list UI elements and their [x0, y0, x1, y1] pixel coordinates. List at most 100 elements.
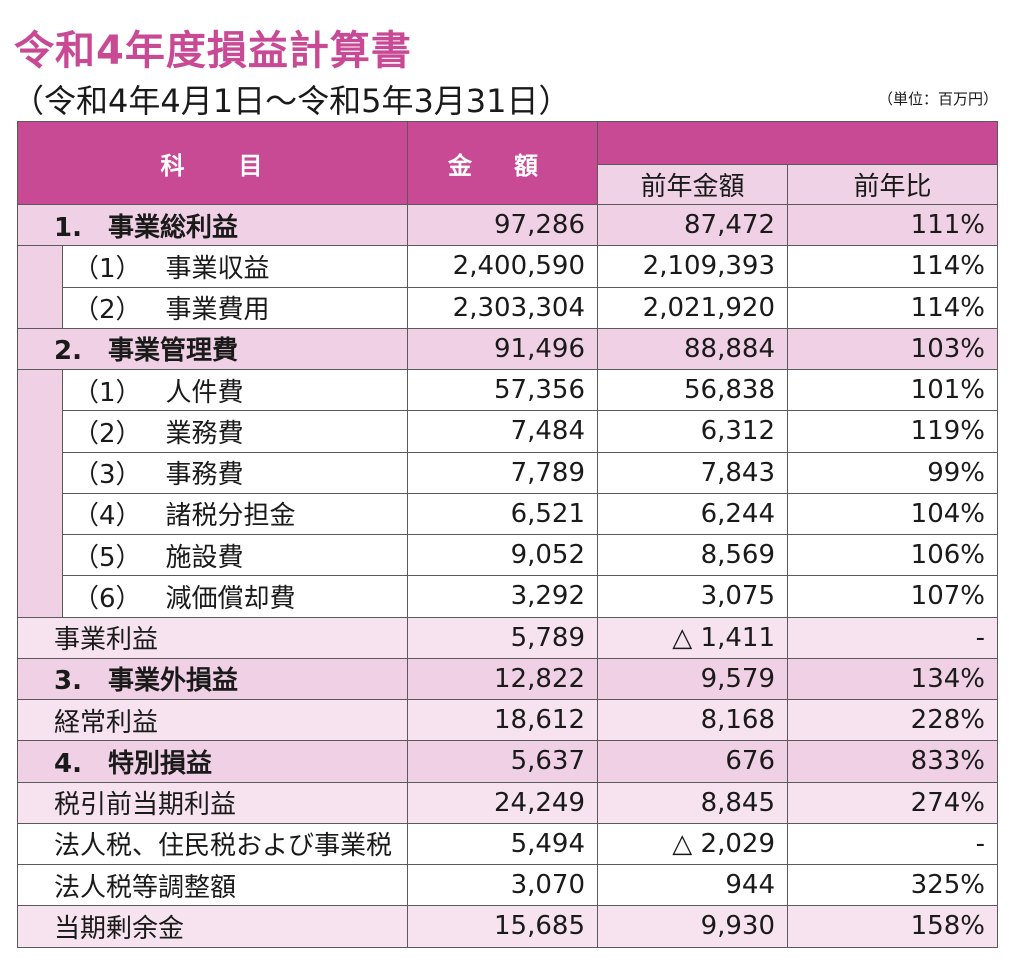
prev-ratio-cell: 158%: [787, 905, 998, 948]
amount-cell: 2,303,304: [407, 286, 598, 329]
row-label: 経常利益: [17, 698, 408, 742]
row-label: （4） 諸税分担金: [62, 492, 408, 536]
table-row: （1） 人件費 57,356 56,838 101%: [17, 368, 998, 617]
amount-cell: 57,356: [407, 368, 598, 412]
prev-amount-cell: 2,021,920: [597, 286, 788, 329]
row-label: 2. 事業管理費: [17, 327, 408, 371]
table-row: 経常利益 18,612 8,168 228%: [17, 698, 998, 742]
amount-cell: 5,789: [407, 616, 598, 659]
unit-note: （単位：百万円）: [877, 90, 998, 108]
row-label: 法人税等調整額: [17, 863, 408, 907]
prev-ratio-cell: 325%: [787, 863, 998, 907]
table-row: 税引前当期利益 24,249 8,845 274%: [17, 781, 998, 824]
prev-amount-cell: △ 1,411: [597, 616, 788, 659]
row-label: 1. 事業総利益: [17, 203, 408, 247]
prev-amount-cell: 8,168: [597, 698, 788, 742]
header-amount: 金額: [407, 121, 598, 205]
table-row: 2. 事業管理費 91,496 88,884 103%: [17, 327, 998, 371]
prev-amount-cell: 8,845: [597, 781, 788, 824]
prev-ratio-cell: -: [787, 616, 998, 659]
table-row: 3. 事業外損益 12,822 9,579 134%: [17, 657, 998, 701]
prev-amount-cell: 3,075: [597, 575, 788, 618]
header-blank: [597, 121, 998, 165]
table-row: （6） 減価償却費 3,292 3,075 107%: [18, 575, 998, 618]
prev-ratio-cell: 99%: [787, 451, 998, 494]
table-row: 1. 事業総利益 97,286 87,472 111%: [17, 203, 998, 247]
prev-amount-cell: 944: [597, 863, 788, 907]
prev-ratio-cell: 107%: [787, 575, 998, 618]
row-label: 事業利益: [17, 616, 408, 659]
amount-cell: 3,070: [407, 863, 598, 907]
amount-cell: 9,052: [407, 533, 598, 577]
amount-cell: 2,400,590: [407, 245, 598, 288]
header-prev-amount: 前年金額: [597, 164, 788, 205]
amount-cell: 3,292: [407, 575, 598, 618]
prev-amount-cell: 56,838: [597, 368, 788, 412]
header-amount-char-1: 金: [448, 151, 474, 180]
amount-cell: 7,484: [407, 410, 598, 453]
prev-ratio-cell: -: [787, 822, 998, 866]
table-row: 法人税、住民税および事業税 5,494 △ 2,029 -: [17, 822, 998, 866]
prev-ratio-cell: 114%: [787, 245, 998, 288]
table-row: （2） 業務費 7,484 6,312 119%: [18, 410, 998, 453]
row-label: （2） 業務費: [62, 410, 408, 453]
subheader-row: 前年金額 前年比: [18, 164, 998, 205]
amount-cell: 5,494: [407, 822, 598, 866]
prev-ratio-cell: 274%: [787, 781, 998, 824]
row-label: 税引前当期利益: [17, 781, 408, 824]
prev-ratio-cell: 106%: [787, 533, 998, 577]
table-row: （2） 事業費用 2,303,304 2,021,920 114%: [18, 286, 998, 329]
row-label: 法人税、住民税および事業税: [17, 822, 408, 866]
table-row: 法人税等調整額 3,070 944 325%: [17, 863, 998, 907]
row-label: （3） 事務費: [62, 451, 408, 494]
table-row: （1） 事業収益 2,400,590 2,109,393 114%: [17, 245, 998, 329]
table-row: 4. 特別損益 5,637 676 833%: [17, 740, 998, 783]
prev-ratio-cell: 103%: [787, 327, 998, 371]
table-row: （5） 施設費 9,052 8,569 106%: [18, 533, 998, 577]
amount-cell: 5,637: [407, 740, 598, 783]
row-label: （6） 減価償却費: [62, 575, 408, 618]
amount-cell: 15,685: [407, 905, 598, 948]
prev-amount-cell: 6,244: [597, 492, 788, 536]
prev-amount-cell: 87,472: [597, 203, 788, 247]
amount-cell: 7,789: [407, 451, 598, 494]
row-label: 4. 特別損益: [17, 740, 408, 783]
table-row: 事業利益 5,789 △ 1,411 -: [17, 616, 998, 659]
prev-ratio-cell: 833%: [787, 740, 998, 783]
prev-amount-cell: 9,930: [597, 905, 788, 948]
row-label: 3. 事業外損益: [17, 657, 408, 701]
header-row: 科 目 金額: [17, 121, 998, 205]
page-title: 令和4年度損益計算書: [14, 28, 412, 74]
indent-cell: [17, 369, 63, 617]
amount-cell: 24,249: [407, 781, 598, 824]
prev-amount-cell: 9,579: [597, 657, 788, 701]
prev-ratio-cell: 134%: [787, 657, 998, 701]
header-prev-ratio: 前年比: [787, 164, 998, 205]
prev-amount-cell: 88,884: [597, 327, 788, 371]
prev-ratio-cell: 111%: [787, 203, 998, 247]
prev-ratio-cell: 228%: [787, 698, 998, 742]
prev-amount-cell: 8,569: [597, 533, 788, 577]
income-statement-table: 科 目 金額 前年金額 前年比 1. 事業総利益 97,286 87,472 11…: [17, 121, 998, 948]
prev-amount-cell: 6,312: [597, 410, 788, 453]
prev-amount-cell: △ 2,029: [597, 822, 788, 866]
prev-ratio-cell: 119%: [787, 410, 998, 453]
row-label: 当期剰余金: [17, 905, 408, 948]
row-label: （5） 施設費: [62, 533, 408, 577]
fiscal-period: （令和4年4月1日～令和5年3月31日）: [12, 82, 571, 120]
prev-amount-cell: 676: [597, 740, 788, 783]
amount-cell: 91,496: [407, 327, 598, 371]
prev-ratio-cell: 104%: [787, 492, 998, 536]
table-row: （4） 諸税分担金 6,521 6,244 104%: [18, 492, 998, 536]
indent-cell: [17, 245, 63, 329]
amount-cell: 12,822: [407, 657, 598, 701]
amount-cell: 6,521: [407, 492, 598, 536]
amount-cell: 97,286: [407, 203, 598, 247]
prev-ratio-cell: 114%: [787, 286, 998, 329]
prev-amount-cell: 7,843: [597, 451, 788, 494]
row-label: （1） 事業収益: [62, 245, 408, 288]
prev-ratio-cell: 101%: [787, 368, 998, 412]
amount-cell: 18,612: [407, 698, 598, 742]
table-row: （3） 事務費 7,789 7,843 99%: [18, 451, 998, 494]
row-label: （2） 事業費用: [62, 286, 408, 329]
